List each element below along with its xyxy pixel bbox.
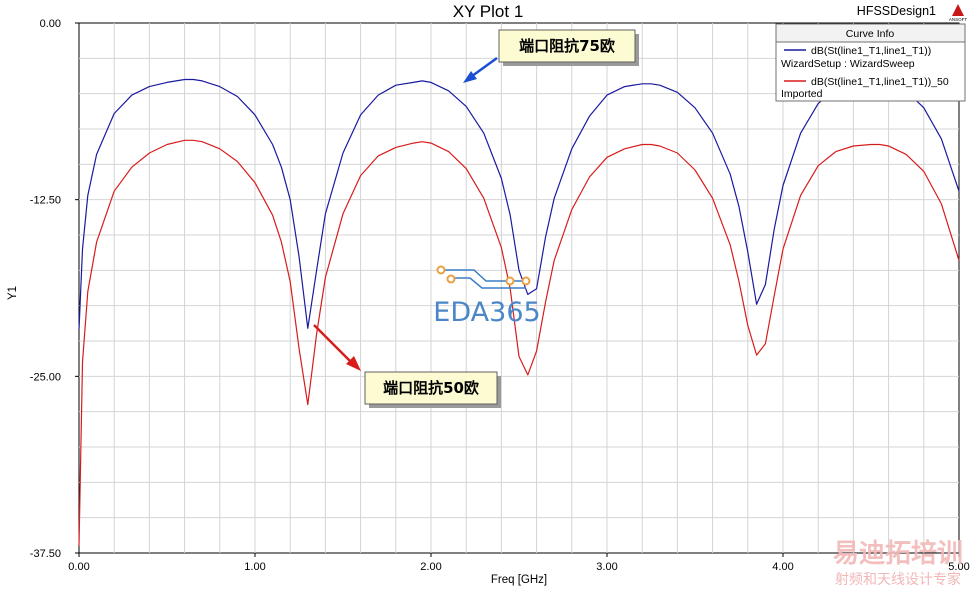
- circuit-trace-icon: [436, 265, 531, 289]
- ansoft-logo-text: ANSOFT: [949, 17, 968, 22]
- corner-watermark: 易迪拓培训 射频和天线设计专家: [833, 539, 963, 588]
- x-tick-label: 5.00: [948, 561, 969, 573]
- y-tick-label: -25.00: [30, 371, 61, 383]
- callout-75-ohm: 端口阻抗75欧: [463, 29, 639, 83]
- design-name: HFSSDesign1: [857, 4, 936, 18]
- legend-title-bar: [775, 23, 966, 43]
- callout-50-arrow: [313, 324, 353, 364]
- callout-50-arrowhead: [346, 356, 361, 371]
- callout-75-arrowhead: [463, 71, 477, 83]
- x-axis-label: Freq [GHz]: [491, 574, 547, 586]
- x-tick-label: 4.00: [772, 561, 793, 573]
- y-tick-label: -12.50: [30, 195, 61, 207]
- x-tick-label: 3.00: [596, 561, 617, 573]
- eda365-watermark: EDA365: [433, 265, 541, 328]
- chart-title: XY Plot 1: [453, 2, 524, 21]
- legend-entry-1-line2: WizardSetup : WizardSweep: [781, 58, 915, 70]
- ansoft-logo-icon: [952, 4, 964, 16]
- legend-title: Curve Info: [846, 28, 895, 40]
- corner-watermark-subtitle: 射频和天线设计专家: [835, 571, 961, 588]
- axis-ticks: 0.00 1.00 2.00 3.00 4.00 5.00 0.00 -12.50 -25.00…: [30, 18, 970, 573]
- callout-75-text: 端口阻抗75欧: [519, 37, 615, 55]
- callout-50-ohm: 端口阻抗50欧: [313, 324, 501, 408]
- callout-75-box: [498, 29, 636, 63]
- series-line-50-ohm: [78, 139, 960, 546]
- y-tick-label: -37.50: [30, 548, 61, 560]
- x-tick-label: 2.00: [420, 561, 441, 573]
- callout-50-box: [364, 371, 498, 405]
- x-tick-label: 0.00: [68, 561, 89, 573]
- legend: Curve Info dB(St(line1_T1,line1_T1)) Wiz…: [775, 23, 966, 102]
- eda365-text: EDA365: [433, 297, 540, 328]
- series-line-75-ohm: [78, 78, 960, 330]
- ansoft-logo: ANSOFT: [949, 4, 968, 22]
- corner-watermark-title: 易迪拓培训: [833, 539, 963, 569]
- x-tick-label: 1.00: [244, 561, 265, 573]
- y-tick-label: 0.00: [40, 18, 61, 30]
- legend-entry-2-line1: dB(St(line1_T1,line1_T1))_50: [811, 76, 949, 88]
- legend-entry-1-line1: dB(St(line1_T1,line1_T1)): [811, 45, 931, 57]
- legend-entry-2-line2: Imported: [781, 88, 823, 100]
- series-layer: [78, 78, 960, 546]
- callout-50-text: 端口阻抗50欧: [383, 379, 479, 397]
- y-axis-label: Y1: [7, 286, 19, 300]
